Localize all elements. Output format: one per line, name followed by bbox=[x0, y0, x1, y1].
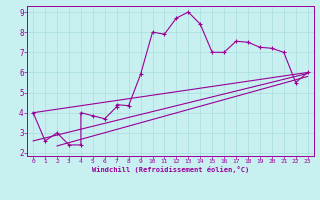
X-axis label: Windchill (Refroidissement éolien,°C): Windchill (Refroidissement éolien,°C) bbox=[92, 166, 249, 173]
